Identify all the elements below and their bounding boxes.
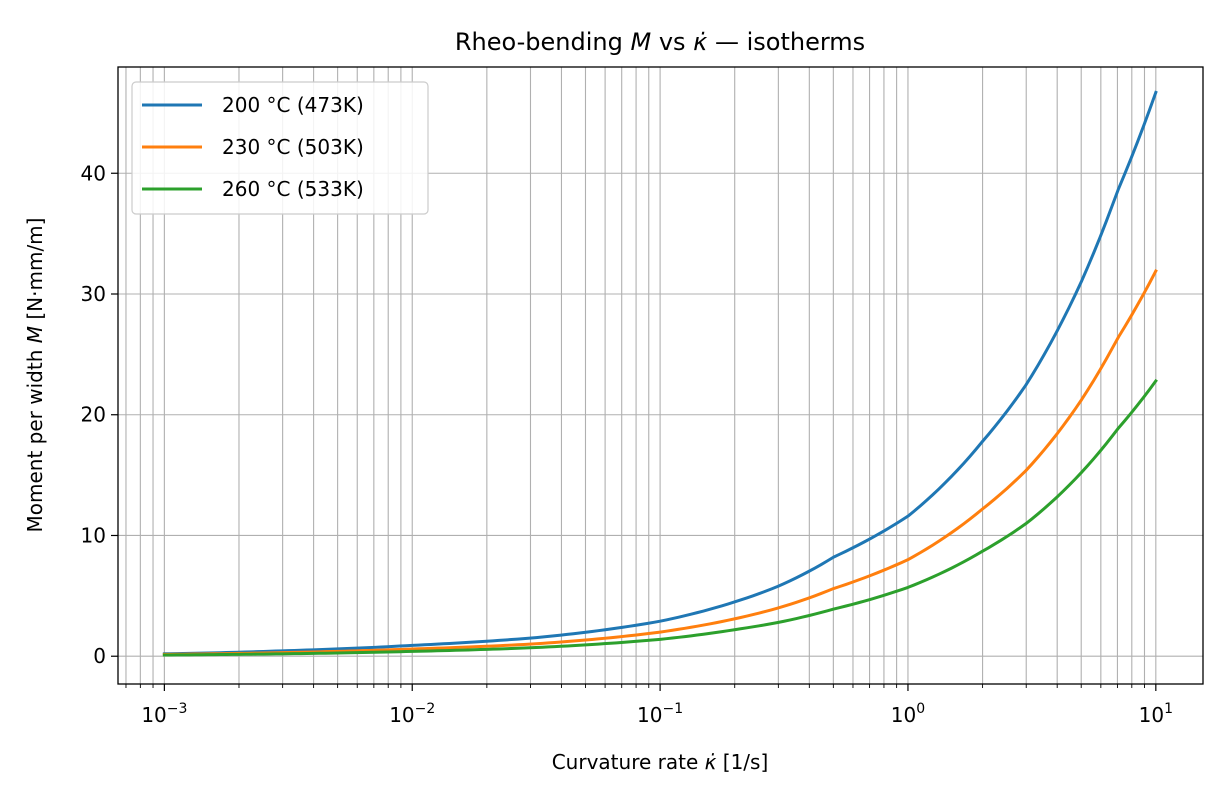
y-tick-label: 40: [81, 161, 106, 185]
y-tick-label: 0: [93, 644, 106, 668]
x-tick-label: 10−3: [141, 701, 187, 727]
legend: 200 °C (473K) 230 °C (503K) 260 °C (533K): [131, 81, 429, 215]
x-axis-title: Curvature rate κ̇ [1/s]: [552, 750, 769, 774]
legend-label: 230 °C (503K): [222, 135, 364, 159]
series-lines: [162, 90, 1158, 657]
y-tick-labels: 0 10 20 30 40: [81, 161, 106, 668]
series-line-1: [162, 90, 1158, 656]
chart-title: Rheo-bending M vs κ̇ — isotherms: [455, 28, 865, 56]
legend-label: 260 °C (533K): [222, 177, 364, 201]
series-line-2: [162, 269, 1158, 656]
x-tick-labels: 10−3 10−2 10−1 100 101: [141, 701, 1173, 727]
axis-ticks: [111, 172, 1157, 691]
x-tick-label: 10−1: [637, 701, 683, 727]
legend-box: [131, 81, 429, 215]
series-line-3: [162, 378, 1158, 657]
legend-label: 200 °C (473K): [222, 93, 364, 117]
y-axis-title: Moment per width M [N·mm/m]: [23, 218, 47, 533]
x-tick-label: 10−2: [389, 701, 435, 727]
plot-frame: [117, 66, 1204, 685]
y-tick-label: 10: [81, 523, 106, 547]
x-tick-label: 101: [1139, 701, 1173, 727]
x-tick-label: 100: [891, 701, 925, 727]
y-tick-label: 30: [81, 282, 106, 306]
y-tick-label: 20: [81, 403, 106, 427]
